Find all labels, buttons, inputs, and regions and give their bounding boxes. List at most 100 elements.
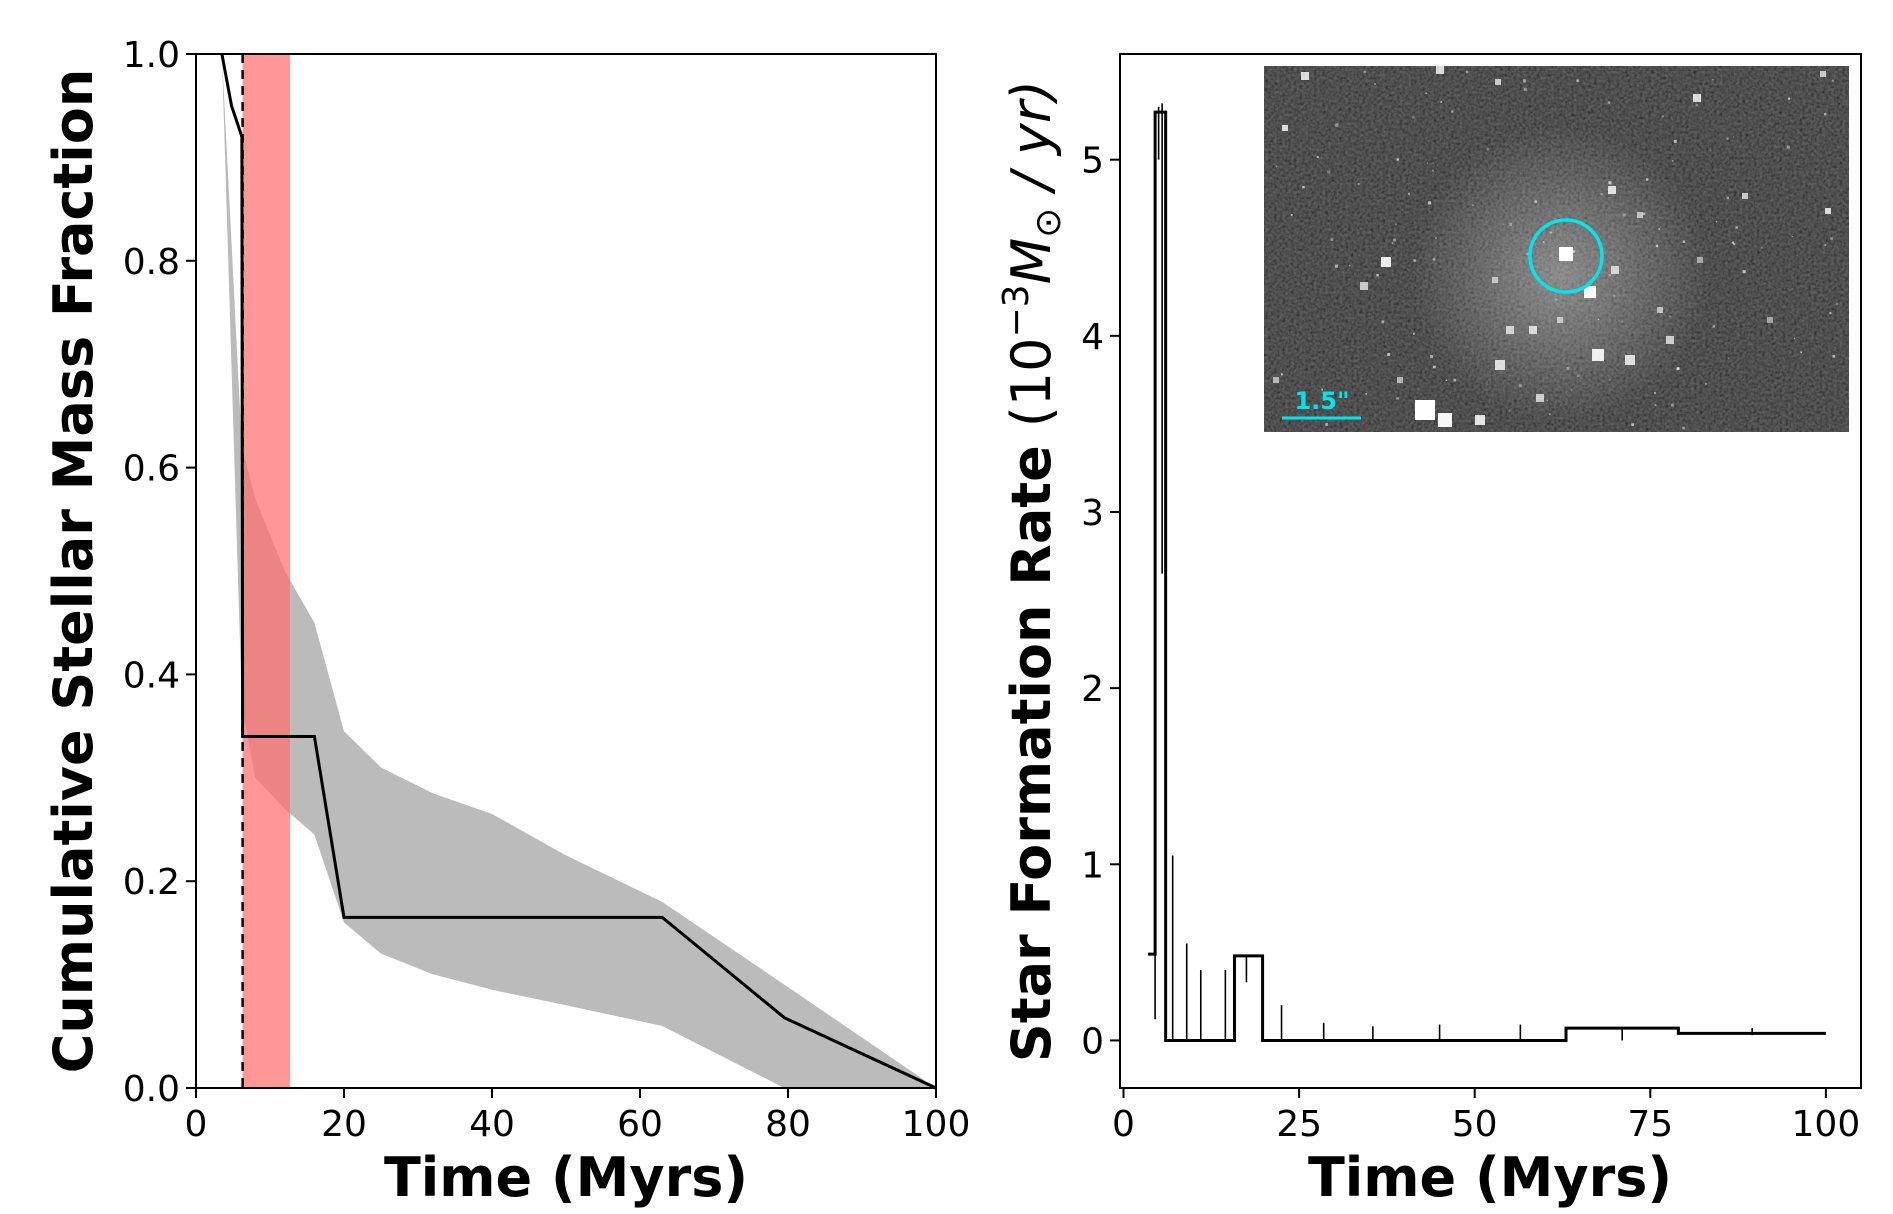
inset-star — [1658, 228, 1660, 230]
inset-star — [1376, 273, 1379, 277]
inset-star — [1529, 326, 1537, 334]
inset-star — [1549, 231, 1552, 234]
inset-star — [1742, 270, 1746, 274]
inset-star — [1357, 183, 1360, 185]
inset-star — [1363, 70, 1367, 74]
inset-star — [1273, 377, 1279, 383]
inset-star — [1800, 351, 1803, 354]
right-x-tick-label: 25 — [1276, 1104, 1322, 1145]
inset-star — [1659, 216, 1661, 218]
right-y-axis-label-text: Star Formation Rate — [1000, 445, 1063, 1062]
inset-star — [1695, 103, 1698, 107]
inset-star — [1472, 204, 1474, 206]
inset-star — [1526, 252, 1529, 256]
inset-star — [1584, 286, 1596, 298]
inset-star — [1495, 360, 1505, 370]
inset-star — [1609, 379, 1611, 381]
inset-star — [1438, 413, 1452, 427]
inset-star — [1440, 101, 1443, 103]
right-x-tick-label: 100 — [1792, 1104, 1861, 1145]
left-uncertainty-band — [221, 54, 936, 1088]
inset-star — [1600, 193, 1603, 196]
inset-star — [1572, 250, 1576, 253]
inset-star — [1655, 244, 1659, 248]
inset-star — [1559, 247, 1573, 261]
inset-star — [1830, 237, 1833, 240]
inset-star — [1330, 238, 1334, 241]
inset-star — [1412, 116, 1415, 119]
inset-star — [1726, 137, 1729, 140]
inset-star — [1697, 257, 1703, 263]
inset-star — [1511, 222, 1513, 224]
inset-star — [1445, 379, 1448, 382]
inset-star — [1360, 282, 1368, 290]
inset-star — [1660, 311, 1662, 314]
inset-star — [1492, 277, 1498, 283]
inset-star — [1466, 70, 1469, 74]
inset-star — [1791, 288, 1793, 290]
inset-star — [1661, 115, 1664, 118]
inset-star — [1381, 320, 1385, 324]
left-y-tick-label: 0.6 — [123, 449, 180, 490]
inset-sky-image: 1.5" — [1264, 66, 1849, 432]
inset-star — [1607, 101, 1611, 104]
inset-star — [1546, 399, 1548, 401]
inset-star — [1733, 243, 1736, 246]
inset-star — [1334, 264, 1339, 268]
inset-star — [1280, 373, 1283, 376]
inset-star — [1429, 354, 1434, 359]
right-y-axis-label-sun: ⊙ — [1028, 208, 1069, 238]
inset-star — [1425, 92, 1427, 94]
inset-star — [1506, 326, 1514, 334]
inset-star — [1365, 393, 1368, 395]
inset-star — [1825, 208, 1831, 214]
right-x-axis-label: Time (Myrs) — [1308, 1146, 1672, 1209]
inset-star — [1536, 394, 1544, 402]
inset-star — [1824, 244, 1827, 247]
inset-star — [1543, 241, 1545, 243]
inset-star — [1432, 257, 1436, 261]
left-y-tick-label: 1.0 — [123, 35, 180, 76]
inset-star — [1453, 378, 1457, 382]
right-y-tick-label: 4 — [1081, 317, 1104, 358]
right-panel: 0 25 50 75 100 0 1 2 3 4 5 Time (Myrs) Star Forma… — [996, 53, 1862, 1209]
inset-star — [1275, 165, 1278, 168]
inset-star — [1523, 87, 1527, 91]
inset-star — [1518, 384, 1522, 387]
inset-star — [1570, 389, 1573, 391]
inset-star — [1392, 238, 1396, 242]
left-x-tick-label: 100 — [902, 1104, 971, 1145]
left-y-tick-label: 0.0 — [123, 1069, 180, 1110]
inset-star — [1824, 113, 1827, 116]
inset-star — [1735, 226, 1738, 229]
inset-star — [1693, 94, 1701, 102]
inset-star — [1671, 403, 1674, 407]
inset-star — [1608, 273, 1611, 277]
inset-target-circle — [1528, 218, 1604, 294]
inset-star — [1415, 400, 1435, 420]
inset-star — [1645, 178, 1649, 181]
inset-star — [1302, 185, 1305, 189]
right-y-tick-label: 5 — [1081, 141, 1104, 182]
inset-star — [1666, 336, 1674, 344]
inset-star — [1387, 353, 1391, 357]
left-y-tick-label: 0.4 — [123, 655, 180, 696]
inset-star — [1726, 196, 1730, 200]
inset-star — [1549, 413, 1551, 415]
inset-star — [1727, 357, 1730, 359]
inset-star — [1534, 200, 1538, 203]
inset-star — [1760, 247, 1763, 249]
left-panel: 0 20 40 60 80 100 0.0 0.2 0.4 0.6 0.8 1.0 Time (My… — [42, 35, 970, 1209]
inset-star — [1642, 212, 1646, 216]
inset-star — [1426, 162, 1429, 164]
inset-star — [1555, 298, 1558, 301]
left-y-tick-label: 0.8 — [123, 242, 180, 283]
inset-star — [1621, 321, 1623, 323]
inset-star — [1432, 162, 1434, 164]
inset-star — [1566, 367, 1570, 370]
inset-star — [1301, 72, 1309, 80]
inset-star — [1327, 170, 1331, 174]
left-x-tick-label: 0 — [185, 1104, 208, 1145]
right-y-tick-label: 3 — [1081, 493, 1104, 534]
